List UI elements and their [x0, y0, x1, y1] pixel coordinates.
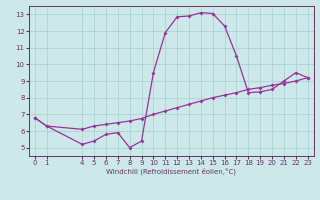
X-axis label: Windchill (Refroidissement éolien,°C): Windchill (Refroidissement éolien,°C)	[106, 168, 236, 175]
